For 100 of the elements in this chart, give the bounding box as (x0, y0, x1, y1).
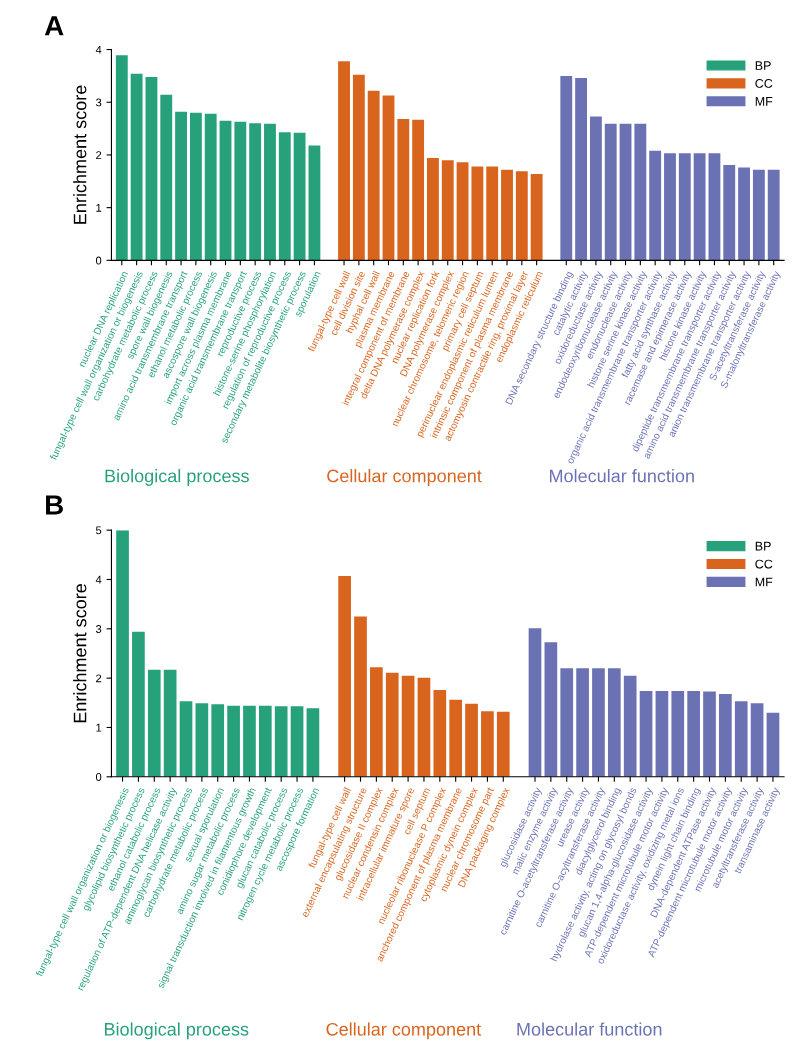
bar (486, 166, 499, 261)
bar (441, 160, 454, 261)
legend-label: CC (755, 79, 773, 88)
bar (471, 166, 484, 261)
bar (766, 712, 780, 777)
bar (308, 145, 321, 261)
bar (649, 150, 662, 261)
bar (382, 95, 395, 261)
bar (116, 530, 129, 777)
bar (338, 576, 351, 777)
y-axis-title: Enrichment score (73, 85, 87, 224)
text: Biological process (105, 469, 249, 486)
bar (528, 628, 542, 777)
text: Molecular function (517, 1022, 662, 1036)
bar (515, 171, 528, 261)
bar (530, 173, 543, 261)
bar (767, 169, 780, 261)
bar (664, 153, 676, 261)
bar (433, 689, 447, 777)
bar (264, 123, 276, 261)
bar (496, 711, 510, 777)
bar (639, 690, 653, 777)
bar (397, 119, 410, 261)
bar (227, 705, 240, 777)
bar (750, 703, 764, 777)
bar (687, 690, 700, 777)
bar (456, 162, 469, 261)
bar (278, 132, 291, 261)
bar (189, 112, 202, 261)
bar (465, 703, 478, 777)
bar (604, 123, 617, 261)
bar (417, 677, 431, 777)
bar (352, 74, 365, 261)
y-tick-label: 4 (95, 575, 102, 584)
bar (703, 691, 716, 777)
y-axis-title: Enrichment score (73, 584, 87, 723)
bar (544, 642, 558, 777)
bar (354, 616, 367, 777)
bar (560, 75, 573, 261)
bar (589, 116, 602, 261)
y-tick-label: 2 (96, 151, 102, 159)
bar (306, 708, 320, 777)
bar (592, 668, 605, 777)
bar (147, 669, 161, 777)
bar (130, 73, 143, 261)
text: Molecular function (549, 469, 694, 483)
bar (619, 123, 632, 261)
legend-label: MF (755, 577, 773, 587)
y-tick-label: 4 (95, 45, 102, 54)
bar (671, 690, 685, 777)
bar (481, 711, 494, 777)
bar (274, 706, 288, 777)
y-tick-label: 1 (96, 204, 102, 212)
bar (738, 167, 750, 261)
bar (623, 675, 637, 777)
bar (385, 672, 399, 777)
bar (195, 703, 209, 777)
y-tick-label: 0 (95, 773, 102, 781)
y-tick-label: 1 (96, 723, 102, 732)
bar (693, 153, 706, 261)
y-tick-label: 5 (95, 526, 102, 535)
bar (719, 693, 732, 777)
bar (427, 158, 439, 261)
bar (367, 90, 380, 261)
bar (370, 667, 383, 777)
bar (179, 701, 193, 777)
bar (412, 119, 425, 261)
bar (338, 61, 350, 261)
bar (293, 132, 306, 261)
legend-label: CC (755, 559, 773, 569)
y-tick-label: 0 (95, 256, 102, 265)
y-tick-label: 3 (95, 98, 102, 107)
bar (501, 169, 513, 261)
bar (575, 78, 588, 261)
text: Cellular component (327, 469, 482, 486)
legend-label: BP (755, 61, 771, 70)
bar (734, 701, 748, 777)
bar (132, 631, 145, 777)
bar (560, 668, 574, 777)
bar (234, 121, 247, 261)
bar (752, 169, 765, 261)
bar (115, 55, 128, 261)
bar (204, 113, 217, 261)
y-tick-label: 2 (96, 674, 102, 683)
chart-title: A (44, 16, 64, 36)
chart-title: B (46, 495, 63, 515)
legend-label: MF (755, 97, 773, 106)
bar (678, 153, 691, 261)
legend-label: BP (755, 541, 771, 551)
bar (163, 669, 177, 777)
bar (249, 123, 262, 261)
bar (219, 120, 232, 261)
bar (401, 675, 415, 777)
bar (175, 111, 187, 261)
text: Biological process (104, 1022, 249, 1040)
bar (655, 690, 669, 777)
bar (290, 706, 304, 777)
bar (576, 668, 589, 777)
bar (145, 76, 158, 261)
bar (258, 705, 272, 777)
